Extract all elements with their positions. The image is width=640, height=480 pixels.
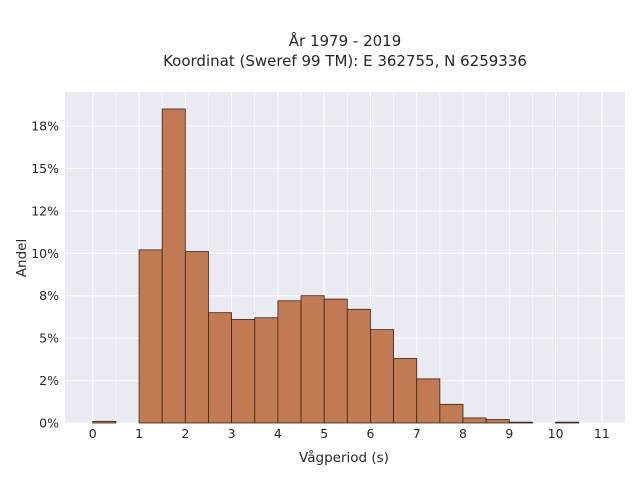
x-tick-label: 6 [366,426,374,441]
x-tick-label: 11 [594,426,610,441]
y-axis-ticks: 0% 2% 5% 8% 10% 12% 15% 18% [31,118,59,430]
histogram-bar [462,417,487,424]
histogram-bar [161,108,186,424]
bars [92,108,580,424]
y-tick-label: 8% [39,288,59,303]
histogram-bar [439,403,464,424]
x-tick-label: 9 [505,426,513,441]
histogram-bar [300,295,325,424]
histogram-bar [370,329,394,424]
histogram-bar [323,298,348,424]
y-tick-label: 18% [31,118,59,133]
histogram-bar [277,300,302,424]
x-tick-label: 10 [548,426,564,441]
histogram-bar [208,312,233,424]
histogram-bar [346,308,371,424]
histogram-bar [92,420,117,424]
y-tick-label: 12% [31,203,59,218]
histogram-bar [485,419,510,424]
histogram-bar [508,421,533,424]
x-tick-label: 5 [320,426,328,441]
x-axis-label: Vågperiod (s) [299,449,389,466]
x-tick-label: 8 [459,426,467,441]
histogram-bar [416,378,441,424]
histogram-bar [184,251,209,424]
chart-title-line-2: Koordinat (Sweref 99 TM): E 362755, N 62… [163,52,527,70]
histogram-bar [393,358,418,424]
histogram-bar [254,317,279,424]
x-tick-label: 7 [413,426,421,441]
y-tick-label: 10% [31,246,59,261]
histogram-bar [231,319,256,424]
y-tick-label: 0% [39,416,59,431]
x-tick-label: 1 [135,426,143,441]
y-tick-label: 5% [39,331,59,346]
histogram-bar [555,421,580,424]
x-tick-label: 0 [89,426,97,441]
y-tick-label: 2% [39,373,59,388]
chart-title-line-1: År 1979 - 2019 [289,31,402,50]
x-axis-ticks: 0 1 2 3 4 5 6 7 8 9 10 11 [89,426,610,441]
y-tick-label: 15% [31,161,59,176]
y-axis-label: Andel [14,239,30,277]
histogram-bar [138,249,163,424]
x-tick-label: 2 [181,426,189,441]
x-tick-label: 3 [228,426,236,441]
x-tick-label: 4 [274,426,282,441]
